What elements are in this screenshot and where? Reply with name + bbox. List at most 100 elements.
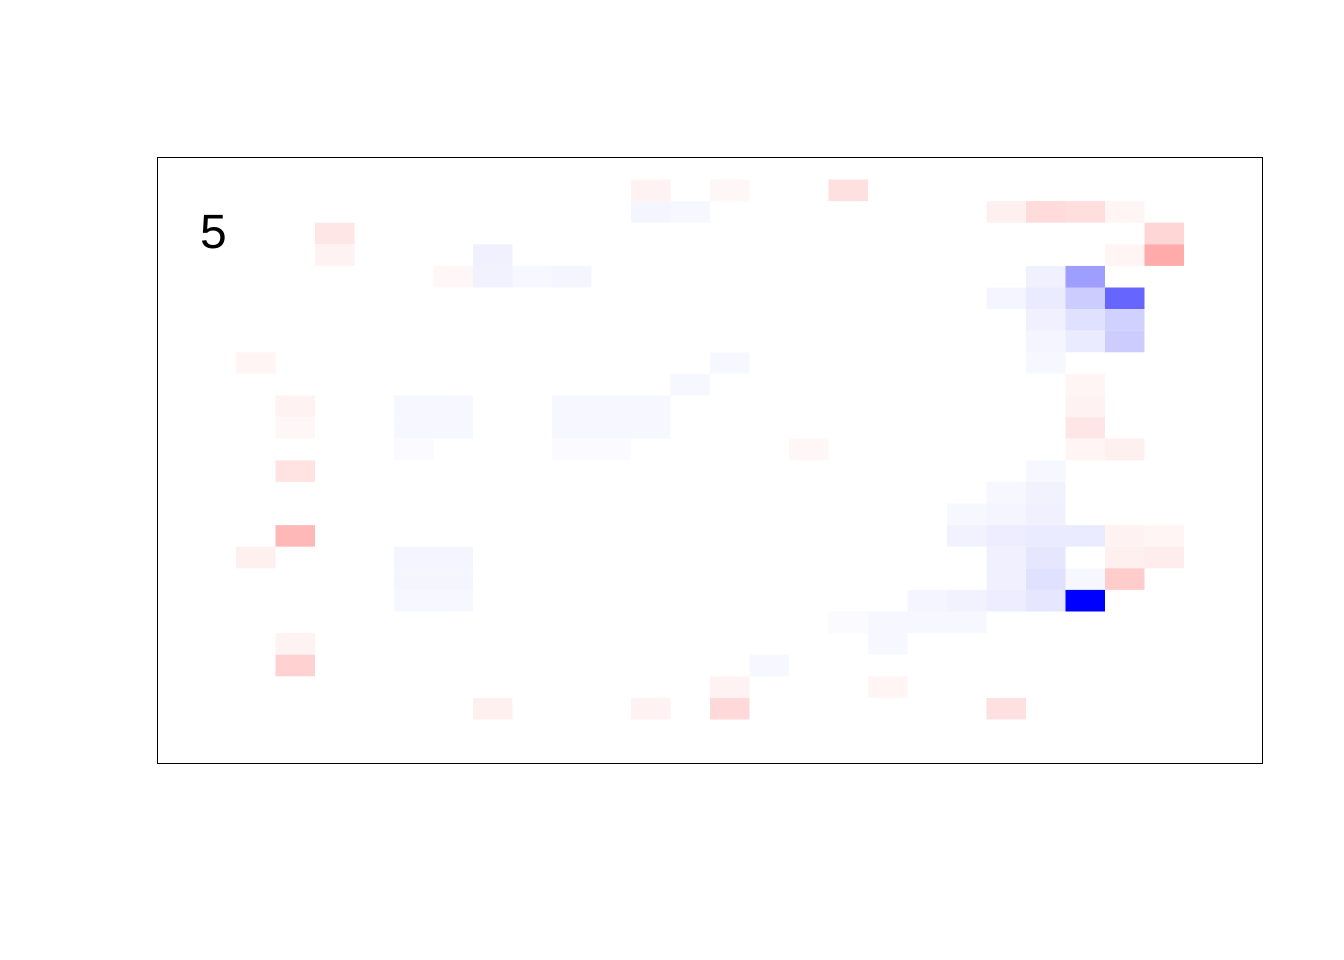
heatmap-cell bbox=[394, 438, 434, 461]
heatmap-cell bbox=[1026, 481, 1066, 504]
heatmap-cell bbox=[1065, 568, 1105, 590]
heatmap-cell bbox=[1065, 395, 1105, 418]
heatmap-cell bbox=[394, 546, 434, 569]
heatmap-cell bbox=[1026, 568, 1066, 590]
heatmap-cell bbox=[433, 546, 473, 569]
heatmap-cell bbox=[947, 503, 987, 526]
heatmap-cell bbox=[631, 697, 671, 720]
heatmap-cell bbox=[710, 352, 750, 374]
heatmap-cell bbox=[670, 373, 710, 396]
heatmap-cell bbox=[986, 287, 1026, 310]
panel-label: 5 bbox=[200, 206, 227, 259]
heatmap-cell bbox=[275, 460, 315, 482]
heatmap-cell bbox=[315, 222, 355, 245]
heatmap-cell bbox=[591, 395, 631, 418]
heatmap-cell bbox=[1065, 201, 1105, 223]
heatmap-cell bbox=[1065, 438, 1105, 461]
heatmap-cell bbox=[236, 546, 276, 569]
heatmap-cell bbox=[1105, 546, 1145, 569]
heatmap-cell bbox=[1065, 417, 1105, 439]
heatmap-cell bbox=[1026, 589, 1066, 612]
heatmap-cell bbox=[1144, 525, 1184, 547]
heatmap-cell bbox=[986, 525, 1026, 547]
heatmap-cell bbox=[1144, 244, 1184, 266]
heatmap-cell bbox=[710, 697, 750, 720]
heatmap-cell bbox=[1026, 460, 1066, 482]
heatmap-cell bbox=[1065, 373, 1105, 396]
heatmap-cell bbox=[986, 568, 1026, 590]
heatmap-cell bbox=[473, 697, 513, 720]
heatmap-cell bbox=[1026, 287, 1066, 310]
heatmap-cell bbox=[1144, 222, 1184, 245]
heatmap-cell bbox=[710, 676, 750, 698]
heatmap-cell bbox=[1105, 244, 1145, 266]
heatmap-cell bbox=[828, 611, 868, 634]
heatmap-cell bbox=[1065, 589, 1105, 612]
heatmap-cells bbox=[236, 179, 1184, 720]
heatmap-cell bbox=[552, 438, 592, 461]
heatmap-cell bbox=[433, 417, 473, 439]
heatmap-cell bbox=[1105, 287, 1145, 310]
heatmap-cell bbox=[947, 611, 987, 634]
heatmap-cell bbox=[1105, 201, 1145, 223]
heatmap-cell bbox=[275, 654, 315, 677]
heatmap-cell bbox=[868, 611, 908, 634]
heatmap-cell bbox=[512, 265, 552, 288]
heatmap-cell bbox=[631, 417, 671, 439]
heatmap-cell bbox=[394, 589, 434, 612]
heatmap-cell bbox=[1026, 525, 1066, 547]
heatmap-cell bbox=[394, 395, 434, 418]
heatmap-cell bbox=[433, 589, 473, 612]
heatmap-cell bbox=[986, 201, 1026, 223]
heatmap-cell bbox=[986, 481, 1026, 504]
heatmap-cell bbox=[631, 395, 671, 418]
heatmap-cell bbox=[1144, 546, 1184, 569]
heatmap-cell bbox=[1065, 330, 1105, 353]
heatmap-cell bbox=[789, 438, 829, 461]
heatmap-cell bbox=[986, 546, 1026, 569]
heatmap-cell bbox=[828, 179, 868, 202]
heatmap-cell bbox=[1026, 201, 1066, 223]
heatmap-cell bbox=[907, 611, 947, 634]
heatmap-cell bbox=[275, 417, 315, 439]
heatmap-cell bbox=[473, 265, 513, 288]
heatmap-cell bbox=[907, 589, 947, 612]
heatmap-cell bbox=[1105, 438, 1145, 461]
heatmap-cell bbox=[1065, 265, 1105, 288]
heatmap-cell bbox=[1065, 309, 1105, 331]
heatmap-cell bbox=[1105, 525, 1145, 547]
heatmap-cell bbox=[868, 633, 908, 655]
heatmap-cell bbox=[1105, 568, 1145, 590]
heatmap-cell bbox=[986, 589, 1026, 612]
heatmap-cell bbox=[275, 525, 315, 547]
heatmap-cell bbox=[394, 568, 434, 590]
heatmap-cell bbox=[473, 244, 513, 266]
heatmap-cell bbox=[1026, 503, 1066, 526]
heatmap-cell bbox=[1065, 287, 1105, 310]
heatmap-plot-area: 5 bbox=[157, 157, 1263, 764]
heatmap-cell bbox=[1105, 330, 1145, 353]
heatmap-cell bbox=[947, 525, 987, 547]
heatmap-cell bbox=[552, 265, 592, 288]
heatmap-cell bbox=[275, 633, 315, 655]
heatmap-cell bbox=[591, 417, 631, 439]
heatmap-cell bbox=[1026, 546, 1066, 569]
heatmap-cell bbox=[749, 654, 789, 677]
heatmap-cell bbox=[1105, 309, 1145, 331]
heatmap-cell bbox=[552, 395, 592, 418]
heatmap-cell bbox=[670, 201, 710, 223]
heatmap-cell bbox=[394, 417, 434, 439]
heatmap-cell bbox=[1026, 309, 1066, 331]
heatmap-cell bbox=[1026, 352, 1066, 374]
heatmap-cell bbox=[433, 265, 473, 288]
heatmap-cell bbox=[986, 697, 1026, 720]
heatmap-cell bbox=[275, 395, 315, 418]
heatmap-cell bbox=[631, 179, 671, 202]
heatmap-cell bbox=[710, 179, 750, 202]
heatmap-cell bbox=[947, 589, 987, 612]
heatmap-cell bbox=[986, 503, 1026, 526]
heatmap-cell bbox=[591, 438, 631, 461]
heatmap-cell bbox=[868, 676, 908, 698]
heatmap-cell bbox=[552, 417, 592, 439]
heatmap-cell bbox=[236, 352, 276, 374]
